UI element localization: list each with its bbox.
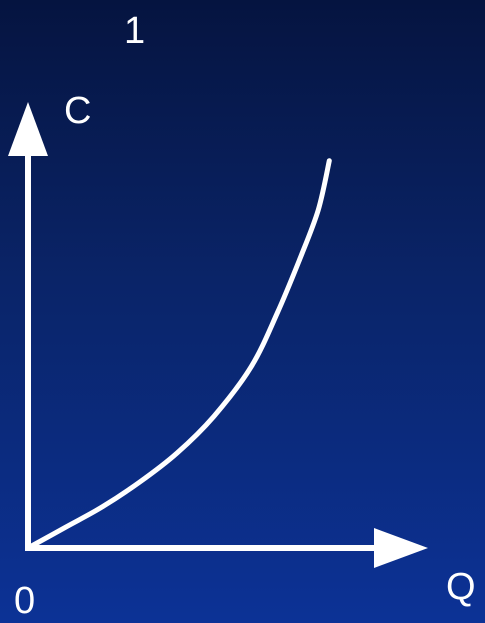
y-axis-label: C [64, 90, 92, 132]
series-line-cost-curve [25, 158, 332, 551]
x-axis-arrowhead [374, 528, 428, 568]
panel-number: 1 [124, 10, 146, 52]
x-axis-label: Q [446, 566, 476, 608]
y-axis-arrowhead [8, 102, 48, 156]
origin-label: 0 [14, 580, 36, 622]
